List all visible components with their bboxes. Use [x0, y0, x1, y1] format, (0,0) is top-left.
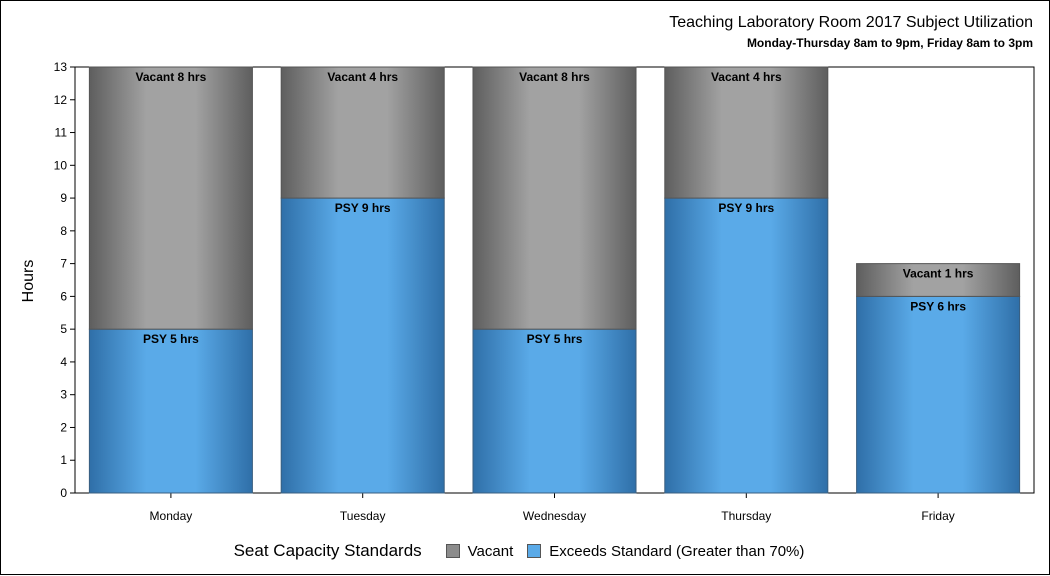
y-tick-label: 9	[60, 191, 67, 205]
y-tick-label: 3	[60, 388, 67, 402]
data-label-vacant-thursday: Vacant 4 hrs	[711, 70, 782, 84]
y-tick-label: 8	[60, 224, 67, 238]
y-tick-label: 10	[54, 158, 68, 172]
y-axis-label: Hours	[20, 260, 37, 303]
legend-title: Seat Capacity Standards	[233, 541, 422, 560]
chart-title: Teaching Laboratory Room 2017 Subject Ut…	[669, 14, 1033, 31]
y-tick-label: 11	[55, 126, 68, 140]
chart-subtitle: Monday-Thursday 8am to 9pm, Friday 8am t…	[746, 36, 1033, 50]
y-tick-label: 1	[60, 453, 67, 467]
bar-vacant-friday	[856, 263, 1021, 297]
x-tick-label-wednesday: Wednesday	[523, 509, 586, 523]
data-label-vacant-wednesday: Vacant 8 hrs	[519, 70, 590, 84]
data-label-psy-wednesday: PSY 5 hrs	[527, 332, 583, 346]
bar-psy-tuesday	[280, 197, 445, 494]
bar-psy-friday	[856, 295, 1021, 494]
data-label-psy-monday: PSY 5 hrs	[143, 332, 199, 346]
legend-swatch-exceeds	[527, 544, 542, 558]
data-label-vacant-friday: Vacant 1 hrs	[903, 267, 974, 281]
y-tick-label: 4	[60, 355, 67, 369]
data-label-vacant-monday: Vacant 8 hrs	[136, 70, 207, 84]
x-tick-label-monday: Monday	[150, 509, 193, 523]
y-tick-label: 2	[60, 420, 67, 434]
y-tick-label: 13	[54, 60, 68, 74]
bar-psy-thursday	[664, 197, 829, 494]
x-tick-label-friday: Friday	[921, 509, 954, 523]
y-tick-label: 0	[60, 486, 67, 500]
bar-psy-wednesday	[472, 328, 637, 494]
bar-vacant-thursday	[664, 66, 829, 199]
y-tick-label: 5	[60, 322, 67, 336]
data-label-vacant-tuesday: Vacant 4 hrs	[327, 70, 398, 84]
legend-label-vacant: Vacant	[467, 542, 514, 560]
x-tick-label-thursday: Thursday	[721, 509, 771, 523]
legend-item-vacant: Vacant	[445, 542, 514, 560]
y-tick-label: 6	[60, 289, 67, 303]
bar-vacant-monday	[88, 66, 253, 330]
bar-vacant-wednesday	[472, 66, 637, 330]
data-label-psy-tuesday: PSY 9 hrs	[335, 201, 391, 215]
legend-item-exceeds: Exceeds Standard (Greater than 70%)	[527, 543, 804, 560]
x-tick-label-tuesday: Tuesday	[340, 509, 386, 523]
bar-vacant-tuesday	[280, 66, 445, 199]
legend-label-exceeds: Exceeds Standard (Greater than 70%)	[549, 542, 805, 560]
legend: Seat Capacity Standards Vacant Exceeds S…	[1, 541, 1050, 561]
y-tick-label: 7	[60, 257, 67, 271]
data-label-psy-friday: PSY 6 hrs	[910, 299, 966, 313]
bar-psy-monday	[88, 328, 253, 494]
y-tick-label: 12	[54, 93, 68, 107]
legend-swatch-vacant	[445, 544, 460, 558]
data-label-psy-thursday: PSY 9 hrs	[718, 201, 774, 215]
